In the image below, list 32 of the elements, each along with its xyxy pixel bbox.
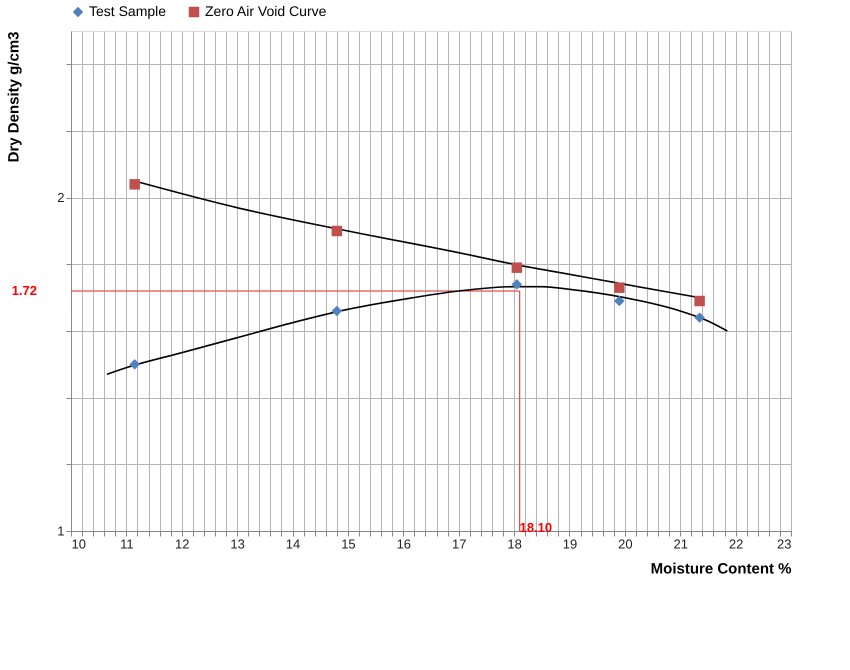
x-tick-label: 20 bbox=[618, 536, 633, 552]
y-axis-title: Dry Density g/cm3 bbox=[5, 32, 22, 162]
point bbox=[512, 279, 522, 290]
point bbox=[332, 226, 342, 236]
point bbox=[129, 179, 140, 190]
x-tick-label: 14 bbox=[286, 536, 300, 552]
legend-label: Test Sample bbox=[89, 3, 166, 19]
x-tick-label: 13 bbox=[230, 536, 245, 552]
point bbox=[512, 262, 522, 273]
point bbox=[614, 282, 625, 293]
x-tick-label: 21 bbox=[673, 536, 688, 552]
ref-line-label: 18.10 bbox=[520, 520, 552, 535]
x-tick-label: 18 bbox=[507, 536, 522, 552]
point bbox=[694, 296, 705, 306]
x-tick-label: 23 bbox=[777, 536, 792, 552]
x-tick-label: 19 bbox=[562, 536, 578, 552]
x-tick-label: 16 bbox=[396, 536, 412, 552]
point bbox=[614, 296, 625, 306]
ref-line-label: 1.72 bbox=[12, 283, 37, 298]
x-tick-label: 17 bbox=[452, 536, 466, 552]
y-tick-label: 2 bbox=[57, 190, 64, 206]
legend-label: Zero Air Void Curve bbox=[205, 3, 327, 19]
point bbox=[129, 359, 140, 370]
x-tick-label: 22 bbox=[728, 536, 744, 552]
point bbox=[332, 306, 342, 316]
x-tick-label: 11 bbox=[120, 536, 134, 552]
point bbox=[694, 312, 705, 323]
x-axis-title: Moisture Content % bbox=[650, 560, 792, 578]
x-tick-label: 10 bbox=[72, 536, 86, 552]
x-tick-label: 15 bbox=[341, 536, 356, 552]
x-tick-label: 12 bbox=[175, 536, 190, 552]
y-tick-label: 1 bbox=[57, 524, 64, 538]
